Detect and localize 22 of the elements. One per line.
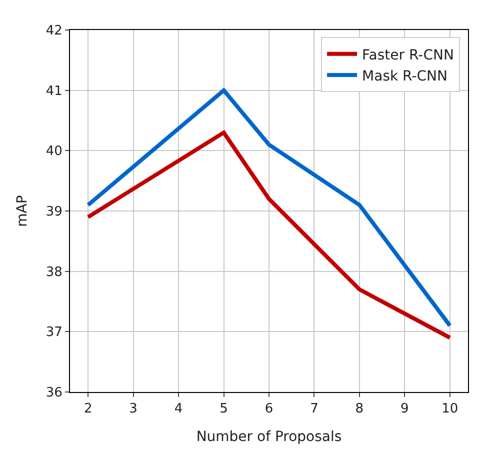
x-tick-label: 6: [264, 402, 274, 417]
x-tick-label: 9: [400, 402, 409, 417]
legend-label: Mask R-CNN: [362, 68, 448, 84]
line-series: [86, 88, 452, 328]
x-tick-label: 5: [220, 402, 228, 417]
y-tick-label: 38: [46, 264, 62, 280]
y-tick-label: 37: [46, 325, 62, 340]
legend-label: Faster R-CNN: [362, 47, 454, 64]
y-tick-label: 36: [46, 386, 62, 401]
line-series: [86, 130, 452, 340]
y-tick-label: 40: [46, 144, 62, 160]
x-tick-label: 3: [129, 402, 138, 417]
y-tick-label: 39: [46, 204, 62, 220]
x-tick-label: 10: [442, 402, 458, 417]
x-axis-title: Number of Proposals: [196, 428, 342, 445]
x-tick-label: 2: [84, 402, 92, 417]
x-tick-label: 7: [310, 402, 318, 417]
y-tick-label: 41: [46, 84, 62, 99]
y-axis-title: mAP: [14, 195, 30, 227]
y-tick-label: 42: [46, 24, 62, 39]
x-tick-label: 8: [355, 402, 364, 417]
x-tick-label: 4: [174, 402, 183, 417]
